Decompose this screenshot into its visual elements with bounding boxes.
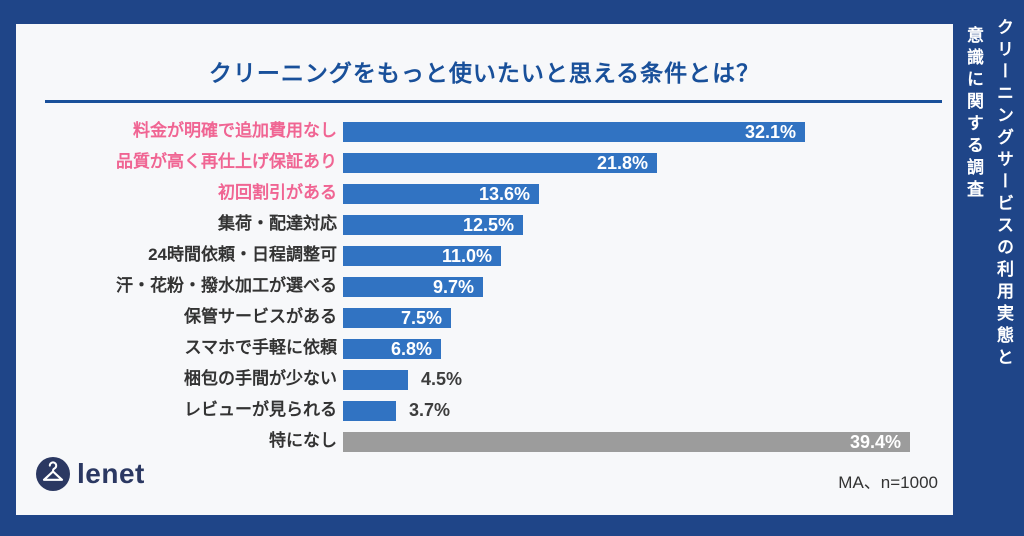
bar-area: 13.6%: [343, 183, 953, 204]
bar-area: 39.4%: [343, 431, 953, 452]
category-label: 梱包の手間が少ない: [184, 369, 337, 389]
bar-area: 3.7%: [343, 400, 953, 421]
chart-row: 料金が明確で追加費用なし 32.1%: [16, 116, 953, 147]
value-label: 21.8%: [596, 152, 648, 173]
value-label: 3.7%: [409, 400, 451, 420]
bar: 9.7%: [343, 276, 483, 297]
title-underline: [45, 100, 942, 103]
chart-row: スマホで手軽に依頼 6.8%: [16, 333, 953, 364]
bar-area: 32.1%: [343, 121, 953, 142]
hanger-logo-icon: [36, 457, 70, 491]
bar: 7.5%: [343, 307, 451, 328]
bar: 21.8%: [343, 152, 657, 173]
value-label: 13.6%: [478, 183, 530, 204]
category-label: 料金が明確で追加費用なし: [133, 121, 337, 141]
category-label: 保管サービスがある: [184, 307, 337, 327]
lenet-logo: lenet: [36, 457, 145, 491]
chart-row: 24時間依頼・日程調整可 11.0%: [16, 240, 953, 271]
survey-note: MA、n=1000: [838, 473, 938, 492]
bar-area: 11.0%: [343, 245, 953, 266]
value-label: 39.4%: [849, 431, 901, 452]
category-label: 初回割引がある: [218, 183, 337, 203]
category-label: 品質が高く再仕上げ保証あり: [116, 152, 337, 172]
sidebar-caption-line2: 意識に関する調査: [964, 26, 983, 202]
chart-row: 梱包の手間が少ない 4.5%: [16, 364, 953, 395]
logo-text: lenet: [77, 458, 145, 489]
category-label: 集荷・配達対応: [218, 214, 337, 234]
bar-area: 21.8%: [343, 152, 953, 173]
bar: 11.0%: [343, 245, 501, 266]
chart-row: 品質が高く再仕上げ保証あり 21.8%: [16, 147, 953, 178]
value-label: 12.5%: [462, 214, 514, 235]
bar: 39.4%: [343, 431, 910, 452]
bar: [343, 369, 408, 390]
bar: 6.8%: [343, 338, 441, 359]
category-label: レビューが見られる: [184, 400, 337, 420]
chart-row: 集荷・配達対応 12.5%: [16, 209, 953, 240]
value-label: 32.1%: [744, 121, 796, 142]
bar: [343, 400, 396, 421]
value-label: 11.0%: [441, 245, 492, 266]
chart-row: 汗・花粉・撥水加工が選べる 9.7%: [16, 271, 953, 302]
chart-card: クリーニングをもっと使いたいと思える条件とは？ 料金が明確で追加費用なし 32.1…: [16, 24, 953, 515]
bar-area: 9.7%: [343, 276, 953, 297]
value-label: 7.5%: [400, 307, 442, 328]
value-label: 6.8%: [390, 338, 432, 359]
bar-area: 7.5%: [343, 307, 953, 328]
bar-area: 6.8%: [343, 338, 953, 359]
chart-row: 保管サービスがある 7.5%: [16, 302, 953, 333]
chart-row: 初回割引がある 13.6%: [16, 178, 953, 209]
chart-rows: 料金が明確で追加費用なし 32.1% 品質が高く再仕上げ保証あり 21.8% 初回割引が…: [16, 116, 953, 457]
sidebar-caption-line1: クリーニングサービスの利用実態と: [994, 18, 1013, 370]
bar: 32.1%: [343, 121, 805, 142]
bar-area: 12.5%: [343, 214, 953, 235]
value-label: 4.5%: [421, 369, 463, 389]
bar: 12.5%: [343, 214, 523, 235]
category-label: スマホで手軽に依頼: [184, 338, 338, 358]
value-label: 9.7%: [432, 276, 474, 297]
chart-row: 特になし 39.4%: [16, 426, 953, 457]
bar: 13.6%: [343, 183, 539, 204]
chart-title: クリーニングをもっと使いたいと思える条件とは？: [208, 60, 761, 86]
bar-area: 4.5%: [343, 369, 953, 390]
category-label: 汗・花粉・撥水加工が選べる: [116, 276, 337, 296]
chart-row: レビューが見られる 3.7%: [16, 395, 953, 426]
category-label: 特になし: [269, 431, 337, 451]
category-label: 24時間依頼・日程調整可: [148, 245, 337, 265]
